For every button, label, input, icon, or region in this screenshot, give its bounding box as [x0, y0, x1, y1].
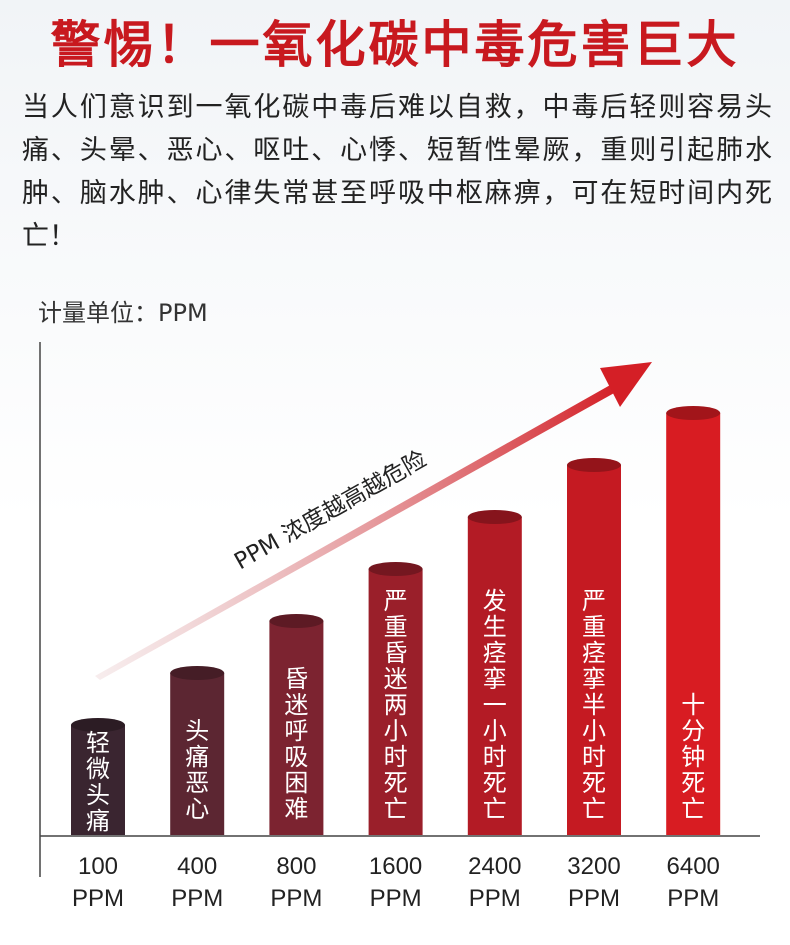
bar-cap-5 [467, 510, 522, 524]
bar-label-2: 头痛恶心 [185, 717, 209, 823]
bar-cap-4 [368, 562, 423, 576]
bar-label-3: 昏迷呼吸困难 [284, 665, 308, 823]
bar-3 [269, 621, 324, 835]
page-title: 警惕！一氧化碳中毒危害巨大 [50, 16, 740, 74]
bar-7 [666, 413, 721, 835]
bar-label-7: 十分钟死亡 [681, 691, 705, 823]
bar-label-4: 严重昏迷两小时死亡 [384, 587, 408, 823]
bar-1 [71, 725, 125, 835]
tick-label-3: 800 PPM [270, 853, 322, 912]
tick-label-5: 2400 PPM [468, 853, 521, 912]
bar-cap-6 [567, 458, 621, 472]
bar-label-5: 发生痉挛一小时死亡 [483, 587, 507, 823]
bar-label-1: 轻微头痛 [86, 729, 110, 835]
bar-cap-3 [269, 614, 324, 628]
tick-label-6: 3200 PPM [567, 853, 620, 912]
tick-label-7: 6400 PPM [667, 853, 720, 912]
bar-cap-7 [666, 406, 721, 420]
tick-label-2: 400 PPM [171, 853, 223, 912]
bar-cap-2 [170, 666, 225, 680]
description-text: 当人们意识到一氧化碳中毒后难以自救，中毒后轻则容易头痛、头晕、恶心、呕吐、心悸、… [22, 92, 772, 252]
trend-arrow-head [600, 362, 652, 407]
bar-label-6: 严重痉挛半小时死亡 [582, 587, 606, 823]
trend-arrow [95, 362, 652, 680]
tick-label-1: 100 PPM [72, 853, 124, 912]
bar-5 [467, 517, 522, 835]
bars-group: 轻微头痛 100 PPM 头痛恶心 400 PPM 昏迷呼吸困难 800 PPM 严重昏迷两小时死… [71, 406, 721, 912]
bar-cap-1 [71, 718, 125, 732]
bar-4 [368, 569, 423, 835]
tick-label-4: 1600 PPM [369, 853, 422, 912]
bar-2 [170, 673, 225, 835]
unit-label: 计量单位：PPM [38, 299, 208, 327]
trend-arrow-shaft [95, 384, 616, 680]
bar-6 [567, 465, 621, 835]
